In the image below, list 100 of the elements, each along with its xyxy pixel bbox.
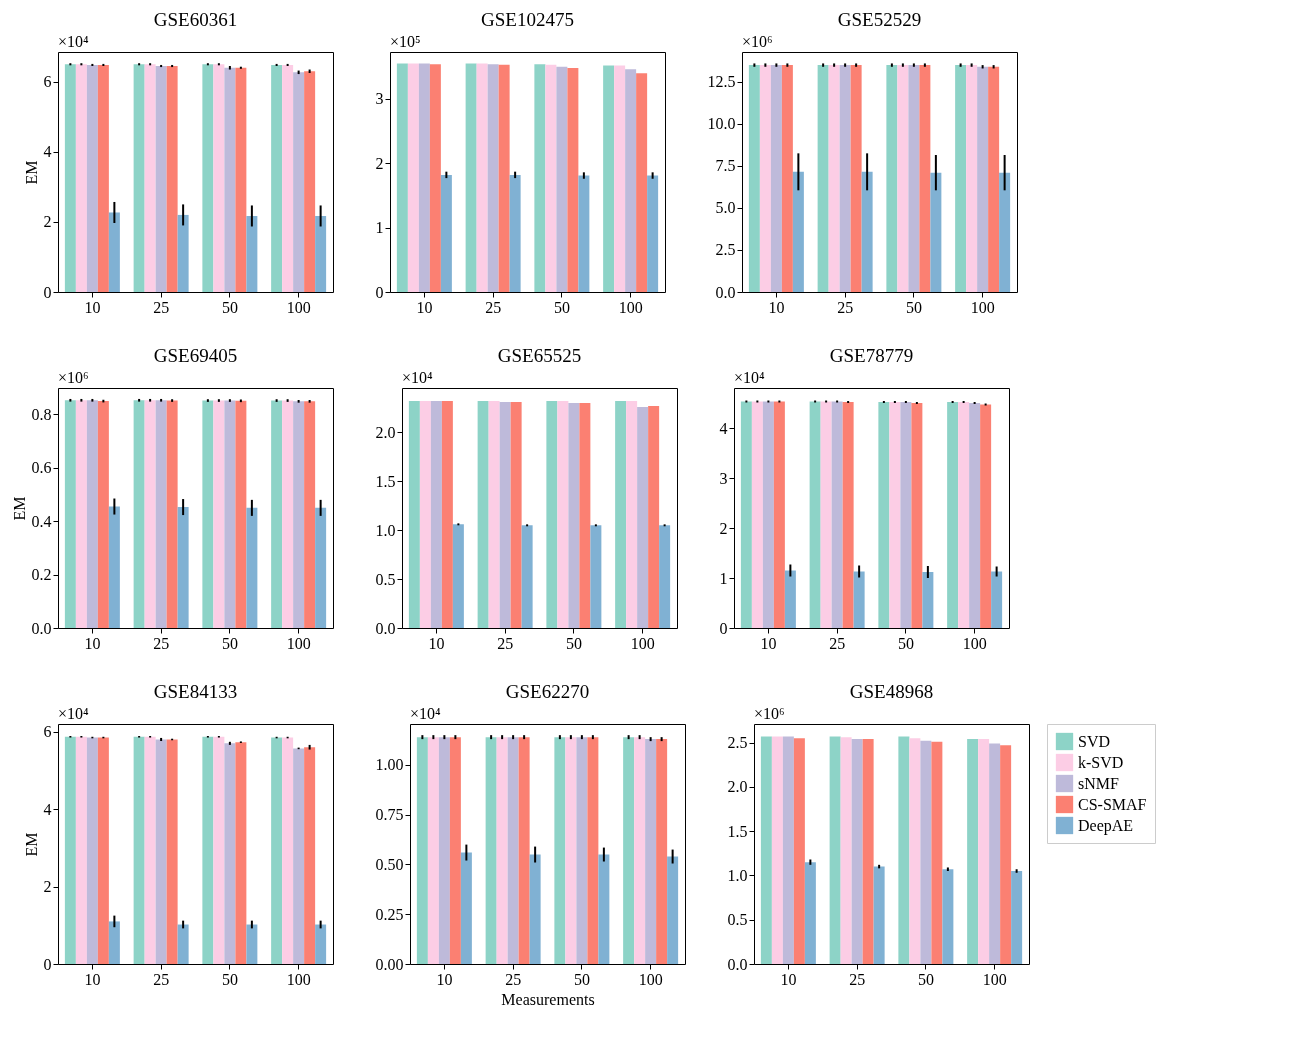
bar — [449, 737, 461, 964]
bar — [429, 64, 441, 292]
x-tick-label: 100 — [286, 298, 311, 316]
bar — [579, 403, 591, 628]
y-axis-title: EM — [22, 160, 40, 185]
bar — [636, 73, 648, 292]
bar — [989, 743, 1001, 964]
bar — [645, 739, 657, 964]
y-tick-label: 0.5 — [375, 570, 396, 588]
text: ×10⁴ — [58, 33, 90, 50]
x-tick-label: 50 — [221, 634, 238, 652]
bar — [614, 65, 626, 292]
bar — [557, 401, 569, 628]
bar — [931, 741, 943, 964]
x-tick-label: 50 — [221, 298, 238, 316]
bar — [64, 64, 76, 292]
bar — [75, 64, 87, 292]
bar — [771, 736, 783, 964]
bar — [64, 400, 76, 628]
x-tick-label: 25 — [497, 634, 514, 652]
bar — [108, 212, 120, 292]
bar — [235, 67, 247, 292]
x-tick-label: 25 — [829, 634, 846, 652]
bar — [155, 739, 167, 964]
bar — [166, 739, 178, 964]
y-tick-label: 2.5 — [727, 734, 748, 752]
x-tick-label: 100 — [962, 634, 987, 652]
bar — [598, 854, 610, 964]
bar — [623, 737, 635, 964]
bar — [920, 740, 932, 964]
y-tick-label: 4 — [719, 419, 728, 437]
y-tick-label: 2.5 — [715, 241, 736, 259]
bar — [792, 171, 804, 292]
bar — [521, 525, 533, 628]
x-tick-label: 10 — [428, 634, 445, 652]
y-tick-label: 0.25 — [375, 905, 404, 923]
bar — [133, 64, 145, 292]
bar — [86, 400, 98, 628]
chart-title: GSE65525 — [497, 345, 582, 366]
x-tick-label: 25 — [153, 634, 170, 652]
y-tick-label: 2 — [375, 154, 384, 172]
x-tick-label: 10 — [416, 298, 433, 316]
bar — [408, 401, 420, 628]
bar — [282, 64, 294, 292]
bar — [831, 401, 843, 628]
bar — [853, 571, 865, 628]
bar — [828, 65, 840, 292]
bar — [108, 506, 120, 628]
x-tick-label: 50 — [917, 970, 934, 988]
y-tick-label: 4 — [43, 143, 52, 161]
x-tick-label: 10 — [84, 970, 101, 988]
bar — [235, 400, 247, 628]
legend-label: CS-SMAF — [1078, 795, 1147, 813]
bar — [977, 66, 989, 292]
x-tick-label: 50 — [221, 970, 238, 988]
bar — [518, 737, 530, 964]
text: ×10⁵ — [390, 33, 421, 50]
bar — [850, 65, 862, 292]
bar — [556, 66, 568, 292]
x-tick-label: 25 — [485, 298, 502, 316]
bar — [235, 742, 247, 964]
x-tick-label: 25 — [849, 970, 866, 988]
bar — [440, 174, 452, 292]
y-tick-label: 0.8 — [31, 405, 52, 423]
y-axis-title: EM — [22, 832, 40, 857]
bar — [202, 400, 214, 628]
bar — [246, 924, 258, 964]
bar — [656, 739, 668, 964]
x-tick-label: 25 — [153, 298, 170, 316]
bar — [418, 63, 430, 292]
x-tick-label: 100 — [638, 970, 663, 988]
text: ×10⁶ — [742, 33, 773, 50]
bar — [930, 172, 942, 292]
x-tick-label: 100 — [618, 298, 643, 316]
text: ×10⁴ — [58, 705, 90, 722]
x-tick-label: 10 — [760, 634, 777, 652]
bar — [760, 736, 772, 964]
chart-title: GSE69405 — [153, 345, 238, 366]
bar — [568, 403, 580, 628]
bar — [213, 64, 225, 292]
y-tick-label: 5.0 — [715, 199, 736, 217]
bar — [637, 406, 649, 628]
text: ×10⁶ — [754, 705, 785, 722]
bar — [177, 507, 189, 628]
bar — [667, 856, 679, 964]
bar — [873, 866, 885, 964]
y-tick-label: 0.5 — [727, 911, 748, 929]
x-tick-label: 50 — [905, 298, 922, 316]
bar — [804, 862, 816, 964]
x-tick-label: 100 — [970, 298, 995, 316]
y-tick-label: 6 — [43, 723, 52, 741]
y-tick-label: 2.0 — [375, 423, 396, 441]
bar — [499, 402, 511, 628]
bar — [534, 64, 546, 292]
bar — [793, 738, 805, 964]
bar — [108, 921, 120, 964]
bar — [784, 570, 796, 628]
y-axis-title: EM — [10, 496, 28, 521]
chart-title: GSE52529 — [837, 9, 922, 30]
y-tick-label: 1.0 — [375, 521, 396, 539]
